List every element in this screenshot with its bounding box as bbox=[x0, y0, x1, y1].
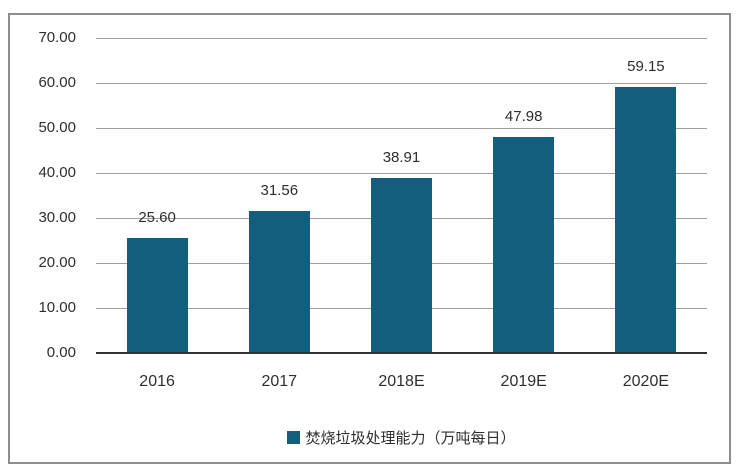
x-tick-label: 2017 bbox=[261, 373, 298, 390]
x-axis-line bbox=[96, 352, 707, 354]
gridline bbox=[96, 172, 707, 174]
y-tick-label: 70.00 bbox=[38, 29, 76, 46]
bar-2018E bbox=[371, 177, 432, 353]
bar-2020E bbox=[615, 86, 677, 353]
legend: 焚烧垃圾处理能力（万吨每日） bbox=[96, 427, 707, 448]
bar-2017 bbox=[248, 210, 310, 353]
x-axis-labels: 2016 2017 2018E 2019E 2020E bbox=[96, 372, 707, 394]
gridline bbox=[96, 37, 707, 39]
y-tick-label: 40.00 bbox=[38, 164, 76, 181]
y-axis-labels: 0.00 10.00 20.00 30.00 40.00 50.00 60.00 70.00 bbox=[14, 15, 76, 462]
bar-value-label: 38.91 bbox=[382, 148, 421, 166]
x-tick-label: 2018E bbox=[378, 373, 425, 390]
legend-square-icon bbox=[287, 431, 301, 444]
chart-frame: 0.00 10.00 20.00 30.00 40.00 50.00 60.00 70.00 … bbox=[8, 13, 731, 464]
gridline bbox=[96, 127, 707, 129]
gridline bbox=[96, 82, 707, 84]
legend-label: 焚烧垃圾处理能力（万吨每日） bbox=[305, 430, 516, 447]
x-tick-label: 2016 bbox=[139, 373, 175, 390]
bar-2016 bbox=[126, 237, 188, 353]
y-tick-label: 20.00 bbox=[38, 254, 76, 271]
bar-value-label: 31.56 bbox=[260, 181, 299, 199]
y-tick-label: 10.00 bbox=[38, 299, 76, 316]
bar-value-label: 25.60 bbox=[138, 208, 176, 226]
y-tick-label: 0.00 bbox=[46, 344, 76, 361]
y-tick-label: 60.00 bbox=[38, 74, 76, 91]
plot-area: 25.60 31.56 38.91 47.98 59.15 bbox=[96, 37, 707, 354]
bar-2019E bbox=[493, 137, 555, 353]
y-tick-label: 50.00 bbox=[38, 119, 76, 136]
bar-value-label: 59.15 bbox=[627, 57, 665, 75]
y-tick-label: 30.00 bbox=[38, 209, 76, 226]
x-tick-label: 2019E bbox=[500, 373, 547, 390]
x-tick-label: 2020E bbox=[622, 373, 670, 390]
bar-value-label: 47.98 bbox=[504, 108, 543, 126]
